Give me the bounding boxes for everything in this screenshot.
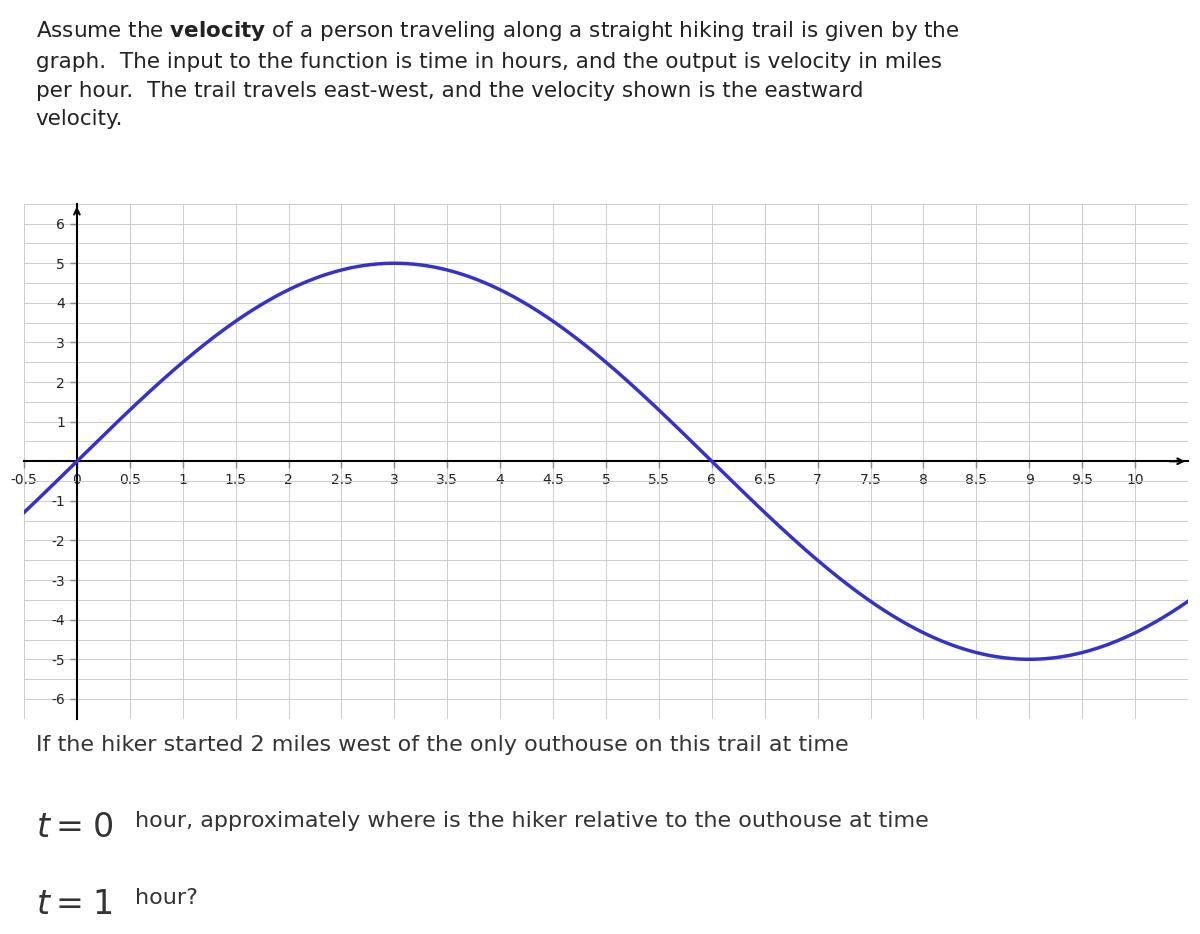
Text: hour, approximately where is the hiker relative to the outhouse at time: hour, approximately where is the hiker r… [134, 812, 929, 831]
Text: $1$: $1$ [91, 887, 112, 921]
Text: Assume the $\mathbf{velocity}$ of a person traveling along a straight hiking tra: Assume the $\mathbf{velocity}$ of a pers… [36, 19, 959, 130]
Text: $t=$: $t=$ [36, 812, 82, 844]
Text: $0$: $0$ [91, 812, 113, 844]
Text: If the hiker started 2 miles west of the only outhouse on this trail at time: If the hiker started 2 miles west of the… [36, 735, 848, 756]
Text: $t=$: $t=$ [36, 887, 82, 921]
Text: hour?: hour? [134, 887, 198, 908]
